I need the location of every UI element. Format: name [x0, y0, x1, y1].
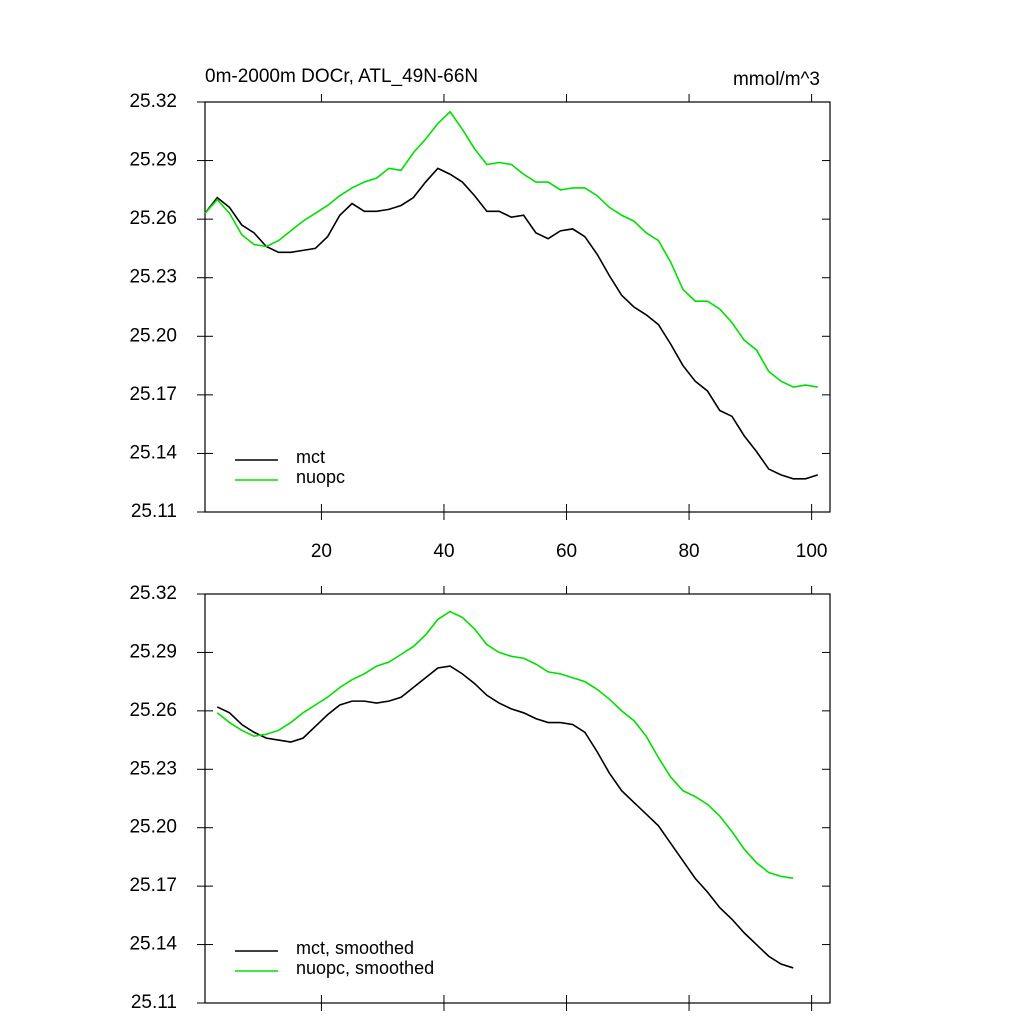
- y-tick-label: 25.11: [131, 992, 177, 1013]
- series-line: [204, 110, 818, 388]
- x-tick-label: 100: [796, 541, 828, 562]
- plot-frame: [204, 593, 831, 1004]
- y-tick-label: 25.14: [129, 442, 177, 463]
- legend-label: mct, smoothed: [296, 938, 414, 958]
- series-line: [216, 610, 794, 880]
- x-tick-label: 20: [311, 541, 332, 562]
- y-tick-label: 25.17: [129, 875, 177, 896]
- y-tick-label: 25.20: [129, 817, 177, 838]
- legend-label: mct: [296, 447, 325, 467]
- chart-title: 0m-2000m DOCr, ATL_49N-66N: [205, 66, 478, 87]
- plot-frame: [204, 101, 831, 513]
- y-tick-label: 25.23: [129, 267, 177, 288]
- y-tick-label: 25.29: [129, 641, 177, 662]
- y-tick-label: 25.17: [129, 384, 177, 405]
- x-tick-label: 40: [433, 541, 454, 562]
- y-tick-label: 25.11: [131, 501, 177, 522]
- y-tick-label: 25.14: [129, 934, 177, 955]
- y-tick-label: 25.23: [129, 758, 177, 779]
- legend-label: nuopc, smoothed: [296, 958, 434, 978]
- y-tick-label: 25.26: [129, 700, 177, 721]
- y-tick-label: 25.20: [129, 325, 177, 346]
- y-tick-label: 25.32: [129, 91, 177, 112]
- series-line: [216, 665, 794, 969]
- y-tick-label: 25.29: [129, 150, 177, 171]
- legend-label: nuopc: [296, 467, 345, 487]
- x-tick-label: 60: [556, 541, 577, 562]
- y-tick-label: 25.32: [129, 583, 177, 604]
- x-tick-label: 80: [678, 541, 699, 562]
- series-line: [204, 167, 818, 480]
- units-label: mmol/m^3: [733, 69, 820, 90]
- y-tick-label: 25.26: [129, 208, 177, 229]
